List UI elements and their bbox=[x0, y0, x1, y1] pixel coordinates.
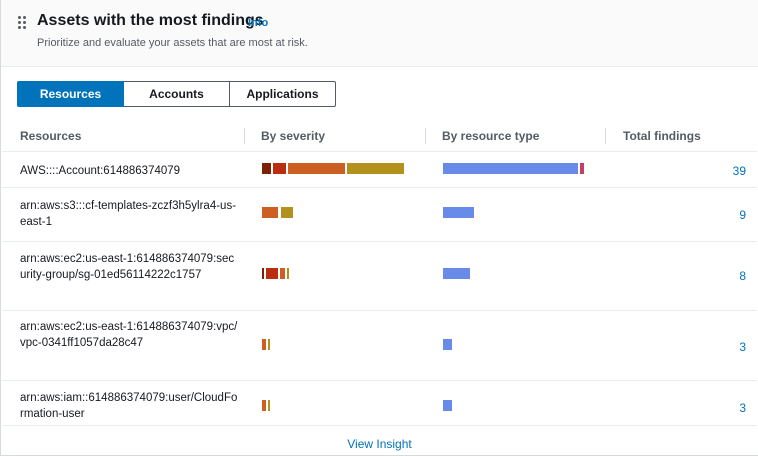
resource-type-bar bbox=[443, 339, 452, 350]
tab-resources[interactable]: Resources bbox=[17, 81, 124, 107]
resource-type-bar-secondary bbox=[580, 163, 584, 174]
column-divider bbox=[244, 128, 245, 144]
total-findings-link[interactable]: 39 bbox=[732, 164, 746, 178]
widget-title: Assets with the most findings bbox=[37, 12, 264, 29]
severity-bar-medium bbox=[262, 400, 266, 411]
severity-bar-medium bbox=[288, 163, 345, 174]
resource-name: arn:aws:s3:::cf-templates-zczf3h5ylra4-u… bbox=[20, 200, 237, 228]
severity-bar-critical bbox=[262, 268, 264, 279]
widget-subtitle: Prioritize and evaluate your assets that… bbox=[37, 37, 308, 49]
severity-bar-low bbox=[281, 207, 293, 218]
severity-bar-low bbox=[268, 400, 270, 411]
resource-type-bar bbox=[443, 268, 470, 279]
severity-bar-medium bbox=[280, 268, 285, 279]
resource-type-bar bbox=[443, 400, 452, 411]
column-header-total-findings: Total findings bbox=[623, 129, 701, 143]
resource-name: arn:aws:iam::614886374079:user/CloudForm… bbox=[20, 392, 238, 420]
footer-divider bbox=[2, 425, 757, 426]
column-header-by-resource-type: By resource type bbox=[442, 129, 540, 143]
widget-header: Assets with the most findings Info Prior… bbox=[1, 0, 758, 67]
column-divider bbox=[425, 128, 426, 144]
resource-name: arn:aws:ec2:us-east-1:614886374079:secur… bbox=[20, 253, 235, 281]
severity-bar-low bbox=[268, 339, 270, 350]
view-insight-link[interactable]: View Insight bbox=[347, 437, 412, 451]
row-divider bbox=[2, 241, 757, 242]
column-header-by-severity: By severity bbox=[261, 129, 326, 143]
tab-applications[interactable]: Applications bbox=[230, 81, 336, 107]
drag-handle-icon[interactable] bbox=[18, 16, 28, 30]
severity-bar-high bbox=[266, 268, 278, 279]
total-findings-link[interactable]: 3 bbox=[739, 401, 746, 415]
severity-bar-critical bbox=[262, 163, 271, 174]
resource-name: arn:aws:ec2:us-east-1:614886374079:vpc/v… bbox=[20, 321, 238, 349]
row-divider bbox=[2, 380, 757, 381]
column-header-resources: Resources bbox=[20, 129, 82, 143]
total-findings-link[interactable]: 9 bbox=[739, 208, 746, 222]
resource-type-bar bbox=[443, 163, 578, 174]
view-segmented-control: Resources Accounts Applications bbox=[17, 81, 336, 107]
total-findings-link[interactable]: 8 bbox=[739, 269, 746, 283]
header-divider bbox=[2, 151, 757, 152]
severity-bar-low bbox=[287, 268, 289, 279]
resource-name: AWS::::Account:614886374079 bbox=[20, 165, 181, 177]
severity-bar-high bbox=[273, 163, 286, 174]
row-divider bbox=[2, 187, 757, 188]
tab-accounts[interactable]: Accounts bbox=[124, 81, 230, 107]
severity-bar-medium bbox=[262, 207, 278, 218]
info-link[interactable]: Info bbox=[248, 17, 269, 29]
row-divider bbox=[2, 310, 757, 311]
severity-bar-medium bbox=[262, 339, 266, 350]
resource-type-bar bbox=[443, 207, 474, 218]
column-divider bbox=[605, 128, 606, 144]
total-findings-link[interactable]: 3 bbox=[739, 340, 746, 354]
severity-bar-low bbox=[347, 163, 404, 174]
